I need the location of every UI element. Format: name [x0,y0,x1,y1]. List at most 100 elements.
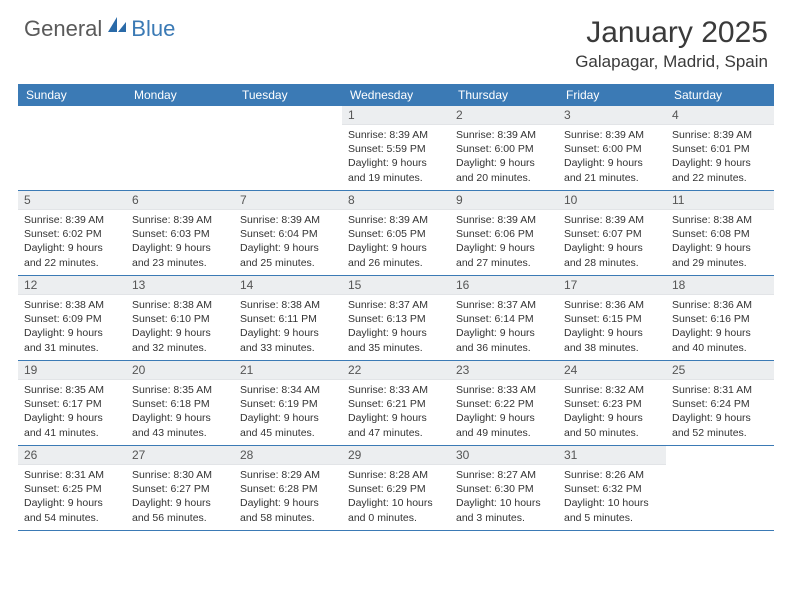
day-content: Sunrise: 8:39 AMSunset: 6:05 PMDaylight:… [342,210,450,273]
day-content: Sunrise: 8:39 AMSunset: 6:07 PMDaylight:… [558,210,666,273]
day-number: 18 [666,276,774,295]
day-content: Sunrise: 8:31 AMSunset: 6:25 PMDaylight:… [18,465,126,528]
day-content: Sunrise: 8:39 AMSunset: 6:00 PMDaylight:… [558,125,666,188]
week-row: 12Sunrise: 8:38 AMSunset: 6:09 PMDayligh… [18,276,774,361]
day-cell [666,446,774,530]
day-content: Sunrise: 8:37 AMSunset: 6:14 PMDaylight:… [450,295,558,358]
day-cell: 17Sunrise: 8:36 AMSunset: 6:15 PMDayligh… [558,276,666,360]
logo: General Blue [24,16,175,42]
day-cell: 7Sunrise: 8:39 AMSunset: 6:04 PMDaylight… [234,191,342,275]
day-number: 6 [126,191,234,210]
day-cell [234,106,342,190]
day-number: 13 [126,276,234,295]
day-cell: 30Sunrise: 8:27 AMSunset: 6:30 PMDayligh… [450,446,558,530]
day-number: 30 [450,446,558,465]
day-number: 15 [342,276,450,295]
day-cell: 20Sunrise: 8:35 AMSunset: 6:18 PMDayligh… [126,361,234,445]
day-content: Sunrise: 8:39 AMSunset: 6:04 PMDaylight:… [234,210,342,273]
day-number: 14 [234,276,342,295]
day-content: Sunrise: 8:31 AMSunset: 6:24 PMDaylight:… [666,380,774,443]
day-cell: 25Sunrise: 8:31 AMSunset: 6:24 PMDayligh… [666,361,774,445]
day-number: 24 [558,361,666,380]
day-number [126,106,234,124]
weeks-container: 1Sunrise: 8:39 AMSunset: 5:59 PMDaylight… [18,106,774,531]
day-header: Wednesday [342,84,450,106]
day-number: 29 [342,446,450,465]
page-header: General Blue January 2025 Galapagar, Mad… [0,0,792,78]
day-content: Sunrise: 8:38 AMSunset: 6:11 PMDaylight:… [234,295,342,358]
day-number: 28 [234,446,342,465]
day-number: 1 [342,106,450,125]
day-content: Sunrise: 8:39 AMSunset: 6:00 PMDaylight:… [450,125,558,188]
day-cell: 2Sunrise: 8:39 AMSunset: 6:00 PMDaylight… [450,106,558,190]
day-cell: 9Sunrise: 8:39 AMSunset: 6:06 PMDaylight… [450,191,558,275]
day-cell: 15Sunrise: 8:37 AMSunset: 6:13 PMDayligh… [342,276,450,360]
day-number: 9 [450,191,558,210]
day-content: Sunrise: 8:36 AMSunset: 6:16 PMDaylight:… [666,295,774,358]
day-cell: 29Sunrise: 8:28 AMSunset: 6:29 PMDayligh… [342,446,450,530]
day-headers-row: SundayMondayTuesdayWednesdayThursdayFrid… [18,84,774,106]
day-number: 21 [234,361,342,380]
day-content: Sunrise: 8:35 AMSunset: 6:17 PMDaylight:… [18,380,126,443]
day-content: Sunrise: 8:28 AMSunset: 6:29 PMDaylight:… [342,465,450,528]
day-cell: 26Sunrise: 8:31 AMSunset: 6:25 PMDayligh… [18,446,126,530]
day-content: Sunrise: 8:38 AMSunset: 6:09 PMDaylight:… [18,295,126,358]
day-number: 8 [342,191,450,210]
day-number: 22 [342,361,450,380]
day-cell: 21Sunrise: 8:34 AMSunset: 6:19 PMDayligh… [234,361,342,445]
day-content: Sunrise: 8:39 AMSunset: 5:59 PMDaylight:… [342,125,450,188]
day-content: Sunrise: 8:33 AMSunset: 6:22 PMDaylight:… [450,380,558,443]
day-header: Thursday [450,84,558,106]
day-number: 3 [558,106,666,125]
day-content: Sunrise: 8:38 AMSunset: 6:10 PMDaylight:… [126,295,234,358]
day-cell [18,106,126,190]
day-cell: 14Sunrise: 8:38 AMSunset: 6:11 PMDayligh… [234,276,342,360]
day-cell: 28Sunrise: 8:29 AMSunset: 6:28 PMDayligh… [234,446,342,530]
day-number: 5 [18,191,126,210]
day-number: 4 [666,106,774,125]
calendar: SundayMondayTuesdayWednesdayThursdayFrid… [18,84,774,531]
day-content: Sunrise: 8:26 AMSunset: 6:32 PMDaylight:… [558,465,666,528]
day-cell: 4Sunrise: 8:39 AMSunset: 6:01 PMDaylight… [666,106,774,190]
day-number: 2 [450,106,558,125]
day-cell: 8Sunrise: 8:39 AMSunset: 6:05 PMDaylight… [342,191,450,275]
day-header: Monday [126,84,234,106]
day-cell: 31Sunrise: 8:26 AMSunset: 6:32 PMDayligh… [558,446,666,530]
day-content: Sunrise: 8:39 AMSunset: 6:01 PMDaylight:… [666,125,774,188]
day-number: 10 [558,191,666,210]
day-cell: 1Sunrise: 8:39 AMSunset: 5:59 PMDaylight… [342,106,450,190]
day-number: 17 [558,276,666,295]
day-number: 7 [234,191,342,210]
day-cell: 11Sunrise: 8:38 AMSunset: 6:08 PMDayligh… [666,191,774,275]
day-header: Sunday [18,84,126,106]
day-number [234,106,342,124]
day-content: Sunrise: 8:39 AMSunset: 6:03 PMDaylight:… [126,210,234,273]
day-cell: 6Sunrise: 8:39 AMSunset: 6:03 PMDaylight… [126,191,234,275]
month-title: January 2025 [575,16,768,50]
day-content: Sunrise: 8:38 AMSunset: 6:08 PMDaylight:… [666,210,774,273]
day-content: Sunrise: 8:36 AMSunset: 6:15 PMDaylight:… [558,295,666,358]
logo-text-blue: Blue [131,16,175,42]
day-header: Tuesday [234,84,342,106]
day-content: Sunrise: 8:32 AMSunset: 6:23 PMDaylight:… [558,380,666,443]
day-content: Sunrise: 8:33 AMSunset: 6:21 PMDaylight:… [342,380,450,443]
day-content: Sunrise: 8:35 AMSunset: 6:18 PMDaylight:… [126,380,234,443]
day-number [666,446,774,464]
day-cell: 19Sunrise: 8:35 AMSunset: 6:17 PMDayligh… [18,361,126,445]
day-number: 31 [558,446,666,465]
day-cell [126,106,234,190]
week-row: 1Sunrise: 8:39 AMSunset: 5:59 PMDaylight… [18,106,774,191]
day-content: Sunrise: 8:39 AMSunset: 6:06 PMDaylight:… [450,210,558,273]
day-number: 23 [450,361,558,380]
day-cell: 12Sunrise: 8:38 AMSunset: 6:09 PMDayligh… [18,276,126,360]
day-number: 27 [126,446,234,465]
day-number: 26 [18,446,126,465]
day-cell: 5Sunrise: 8:39 AMSunset: 6:02 PMDaylight… [18,191,126,275]
day-content: Sunrise: 8:30 AMSunset: 6:27 PMDaylight:… [126,465,234,528]
day-number: 20 [126,361,234,380]
day-content: Sunrise: 8:27 AMSunset: 6:30 PMDaylight:… [450,465,558,528]
day-content: Sunrise: 8:34 AMSunset: 6:19 PMDaylight:… [234,380,342,443]
day-header: Friday [558,84,666,106]
day-cell: 13Sunrise: 8:38 AMSunset: 6:10 PMDayligh… [126,276,234,360]
week-row: 19Sunrise: 8:35 AMSunset: 6:17 PMDayligh… [18,361,774,446]
